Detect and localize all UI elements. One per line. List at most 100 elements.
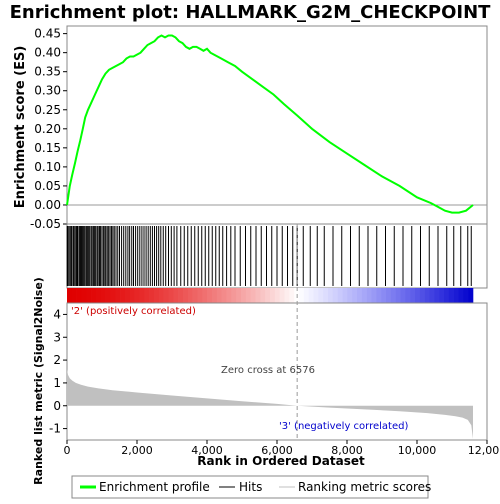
gradient-segment bbox=[275, 288, 280, 303]
es-y-tick-label: 0.45 bbox=[34, 27, 61, 41]
es-y-tick-label: -0.05 bbox=[30, 217, 61, 231]
gradient-segment bbox=[270, 288, 275, 303]
gradient-segment bbox=[227, 288, 232, 303]
gradient-segment bbox=[106, 288, 111, 303]
x-axis-label: Rank in Ordered Dataset bbox=[197, 454, 365, 468]
gradient-segment bbox=[386, 288, 391, 303]
x-tick-label: 10,000 bbox=[398, 444, 437, 457]
gradient-segment bbox=[111, 288, 116, 303]
gradient-segment bbox=[265, 288, 270, 303]
metric-y-tick-label: 1 bbox=[53, 376, 61, 390]
metric-y-tick-label: 0 bbox=[53, 399, 61, 413]
es-y-tick-label: 0.40 bbox=[34, 46, 61, 60]
gradient-segment bbox=[391, 288, 396, 303]
x-tick-label: 0 bbox=[64, 444, 71, 457]
gradient-segment bbox=[328, 288, 333, 303]
gradient-segment bbox=[120, 288, 125, 303]
gradient-segment bbox=[256, 288, 261, 303]
gradient-segment bbox=[352, 288, 357, 303]
gradient-segment bbox=[169, 288, 174, 303]
gradient-segment bbox=[323, 288, 328, 303]
x-tick-label: 12,000 bbox=[468, 444, 500, 457]
gradient-segment bbox=[304, 288, 309, 303]
gradient-segment bbox=[115, 288, 120, 303]
x-tick-label: 2,000 bbox=[121, 444, 153, 457]
es-y-tick-label: 0.05 bbox=[34, 179, 61, 193]
metric-y-tick-label: 3 bbox=[53, 330, 61, 344]
gradient-segment bbox=[241, 288, 246, 303]
gradient-segment bbox=[198, 288, 203, 303]
gradient-segment bbox=[415, 288, 420, 303]
gradient-segment bbox=[72, 288, 77, 303]
gradient-segment bbox=[217, 288, 222, 303]
metric-y-tick-label: 2 bbox=[53, 353, 61, 367]
gradient-segment bbox=[372, 288, 377, 303]
gradient-segment bbox=[381, 288, 386, 303]
gradient-segment bbox=[444, 288, 449, 303]
es-y-tick-label: 0.30 bbox=[34, 84, 61, 98]
gradient-segment bbox=[468, 288, 473, 303]
gradient-segment bbox=[367, 288, 372, 303]
gradient-segment bbox=[420, 288, 425, 303]
gradient-segment bbox=[67, 288, 72, 303]
gradient-segment bbox=[309, 288, 314, 303]
gradient-segment bbox=[212, 288, 217, 303]
gradient-segment bbox=[207, 288, 212, 303]
gradient-segment bbox=[299, 288, 304, 303]
es-y-tick-label: 0.35 bbox=[34, 65, 61, 79]
gradient-segment bbox=[183, 288, 188, 303]
metric-y-axis-label: Ranked list metric (Signal2Noise) bbox=[32, 277, 45, 485]
gradient-segment bbox=[376, 288, 381, 303]
metric-y-tick-label: 4 bbox=[53, 307, 61, 321]
gradient-segment bbox=[125, 288, 130, 303]
gradient-segment bbox=[410, 288, 415, 303]
gradient-segment bbox=[454, 288, 459, 303]
es-y-axis-label: Enrichment score (ES) bbox=[13, 46, 28, 209]
gradient-segment bbox=[449, 288, 454, 303]
gradient-segment bbox=[463, 288, 468, 303]
gradient-segment bbox=[140, 288, 145, 303]
gradient-segment bbox=[318, 288, 323, 303]
gradient-segment bbox=[459, 288, 464, 303]
es-y-tick-label: 0.20 bbox=[34, 122, 61, 136]
metric-y-ticks: 4 3 2 1 0 -1 bbox=[49, 307, 67, 435]
gradient-segment bbox=[86, 288, 91, 303]
ranking-gradient-bar bbox=[67, 288, 473, 303]
gradient-segment bbox=[401, 288, 406, 303]
gradient-segment bbox=[202, 288, 207, 303]
negative-correlation-label: '3' (negatively correlated) bbox=[279, 421, 408, 432]
gradient-segment bbox=[333, 288, 338, 303]
gradient-segment bbox=[434, 288, 439, 303]
gradient-segment bbox=[439, 288, 444, 303]
gradient-segment bbox=[280, 288, 285, 303]
metric-y-tick-label: -1 bbox=[49, 422, 61, 436]
gradient-segment bbox=[188, 288, 193, 303]
gradient-segment bbox=[405, 288, 410, 303]
legend-item-enrichment-profile: Enrichment profile bbox=[99, 480, 210, 494]
gradient-segment bbox=[154, 288, 159, 303]
gradient-segment bbox=[82, 288, 87, 303]
gradient-segment bbox=[159, 288, 164, 303]
gradient-segment bbox=[314, 288, 319, 303]
gradient-segment bbox=[222, 288, 227, 303]
gradient-segment bbox=[289, 288, 294, 303]
gradient-segment bbox=[251, 288, 256, 303]
gradient-segment bbox=[77, 288, 82, 303]
gradient-segment bbox=[135, 288, 140, 303]
gradient-segment bbox=[246, 288, 251, 303]
es-y-tick-label: 0.15 bbox=[34, 141, 61, 155]
chart-title: Enrichment plot: HALLMARK_G2M_CHECKPOINT bbox=[10, 2, 492, 23]
gradient-segment bbox=[193, 288, 198, 303]
gradient-segment bbox=[91, 288, 96, 303]
gradient-segment bbox=[144, 288, 149, 303]
gradient-segment bbox=[425, 288, 430, 303]
es-y-tick-label: 0.00 bbox=[34, 198, 61, 212]
gradient-segment bbox=[236, 288, 241, 303]
gradient-segment bbox=[149, 288, 154, 303]
legend-item-hits: Hits bbox=[239, 480, 262, 494]
gradient-segment bbox=[430, 288, 435, 303]
gradient-segment bbox=[164, 288, 169, 303]
gradient-segment bbox=[347, 288, 352, 303]
gradient-segment bbox=[178, 288, 183, 303]
gradient-segment bbox=[357, 288, 362, 303]
